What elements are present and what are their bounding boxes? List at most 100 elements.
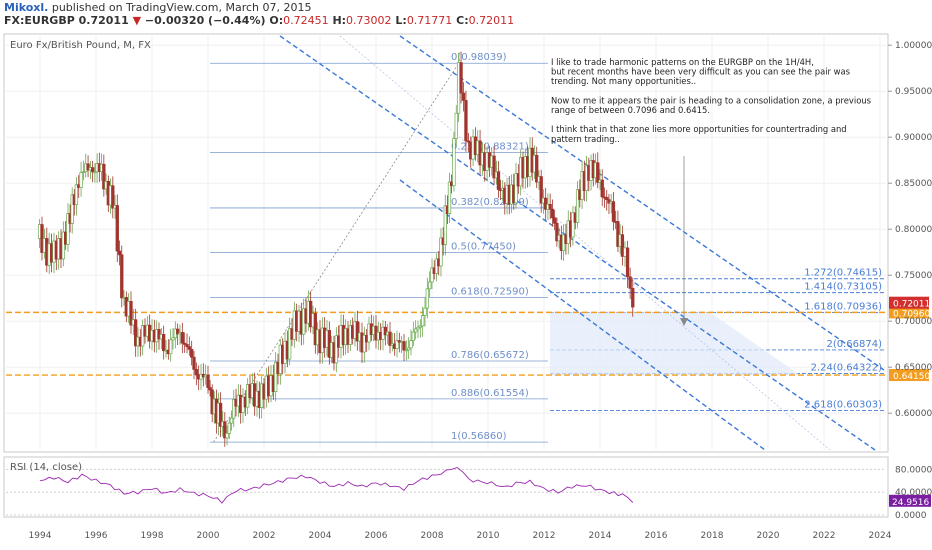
candle (407, 347, 411, 351)
y-tick-label: 0.90000 (895, 133, 932, 143)
rsi-series: 24.9516 (39, 466, 931, 508)
fib-level-label: 1(0.56860) (451, 431, 507, 442)
candle (176, 328, 180, 335)
x-tick-label: 2000 (197, 531, 220, 541)
candle (611, 201, 616, 222)
rsi-tick-label: 40.0000 (895, 488, 932, 498)
high-label: H: (332, 14, 347, 27)
close-value: 0.72011 (468, 14, 515, 27)
x-tick-label: 2012 (533, 531, 556, 541)
candle (550, 208, 555, 219)
candle (539, 176, 543, 204)
rsi-pane-frame (3, 456, 889, 518)
symbol-name: FX:EURGBP (4, 14, 75, 27)
candle (459, 62, 463, 94)
fib-level-label: 0.618(0.72590) (451, 286, 529, 297)
candle (162, 333, 166, 352)
candle (430, 267, 434, 283)
candle (383, 326, 387, 336)
candle (414, 328, 418, 333)
annotation-line: I like to trade harmonic patterns on the… (551, 57, 814, 67)
high-value: 0.73002 (346, 14, 392, 27)
x-tick-label: 1998 (141, 531, 164, 541)
low-label: L: (395, 14, 407, 27)
low-value: 0.71771 (406, 14, 453, 27)
annotation-line: I think that in that zone lies more oppo… (551, 124, 847, 134)
candle (288, 328, 292, 360)
x-tick-label: 2010 (477, 531, 500, 541)
time-axis[interactable]: 1994 1996 1998 2000 2002 2004 2006 2008 2010 2012… (29, 531, 892, 541)
x-tick-label: 1994 (29, 531, 52, 541)
y-tick-label: 0.85000 (895, 179, 932, 189)
annotation-note[interactable]: I like to trade harmonic patterns on the… (551, 57, 871, 144)
chart-title: Euro Fx/British Pound, M, FX (10, 40, 151, 51)
candle (402, 341, 406, 351)
last-price: 0.72011 (78, 14, 129, 27)
y-tick-label: 0.70000 (895, 317, 932, 327)
candle (552, 217, 557, 224)
rsi-line (39, 466, 634, 504)
candle (274, 361, 278, 392)
x-tick-label: 2024 (869, 531, 892, 541)
candle (616, 221, 620, 247)
candle (169, 339, 173, 355)
candle (229, 417, 234, 424)
x-tick-label: 2018 (701, 531, 724, 541)
ext-level-label: 1.272(0.74615) (804, 268, 882, 279)
candle (404, 349, 408, 352)
candle (134, 319, 138, 347)
candle (86, 163, 90, 171)
chart-header: Mikoxl. published on TradingView.com, Ma… (0, 0, 932, 30)
ext-level-label: 2(0.66874) (826, 339, 882, 350)
arrow-head-icon (680, 318, 688, 326)
candle (418, 325, 422, 328)
candle (625, 247, 630, 278)
fib-level-label: 0.886(0.61554) (451, 388, 529, 399)
open-label: O: (269, 14, 284, 27)
price-axis[interactable]: 1.00000 0.95000 0.90000 0.85000 0.80000 0.750… (888, 41, 932, 521)
annotation-line: trending. Not many opportunities.. (551, 76, 696, 86)
candle (313, 313, 317, 346)
zone-lower-tag-label: 0.64150 (893, 372, 930, 382)
candle (421, 315, 425, 327)
candle (571, 212, 575, 238)
candle (334, 335, 338, 364)
y-tick-label: 0.75000 (895, 271, 932, 281)
eurgbp-chart[interactable]: 0(0.98039) 0.236(0.88321) 0.382(0.82309) 0.… (0, 30, 932, 550)
close-label: C: (456, 14, 469, 27)
annotation-line: pattern trading.. (551, 134, 620, 144)
x-tick-label: 2008 (421, 531, 444, 541)
candle (388, 331, 392, 346)
candle (628, 276, 632, 289)
rsi-tick-label: 80.0000 (895, 465, 932, 475)
candle (102, 163, 106, 190)
candle (129, 301, 133, 326)
candle (190, 349, 194, 358)
candle (496, 171, 501, 190)
author-name[interactable]: Mikoxl. (4, 1, 49, 14)
candle (183, 342, 187, 345)
candle (171, 337, 175, 341)
annotation-line: but recent months have been very difficu… (551, 67, 850, 77)
candle (596, 162, 600, 183)
channel-mid-line (339, 35, 831, 451)
zone-upper-tag (889, 306, 929, 319)
support-zone[interactable]: 0.70960 0.64150 0.72011 (6, 296, 930, 382)
last-price-tag-label: 0.72011 (893, 300, 930, 310)
candle (232, 399, 236, 419)
channel-lower-line (399, 179, 766, 451)
x-tick-label: 2002 (253, 531, 276, 541)
zone-upper-tag-label: 0.70960 (893, 309, 930, 319)
candle (423, 307, 427, 316)
ext-level-label: 2.24(0.64322) (811, 362, 883, 373)
fib-level-label: 0.236(0.88321) (451, 142, 529, 153)
candle (93, 171, 97, 174)
candle (548, 203, 552, 210)
y-tick-label: 0.80000 (895, 225, 932, 235)
candle (192, 356, 196, 370)
x-tick-label: 2022 (813, 531, 836, 541)
channel-top-line (399, 35, 885, 371)
candle (218, 402, 223, 427)
trend-channel[interactable] (279, 35, 885, 451)
ext-level-label: 1.414(0.73105) (804, 282, 882, 293)
